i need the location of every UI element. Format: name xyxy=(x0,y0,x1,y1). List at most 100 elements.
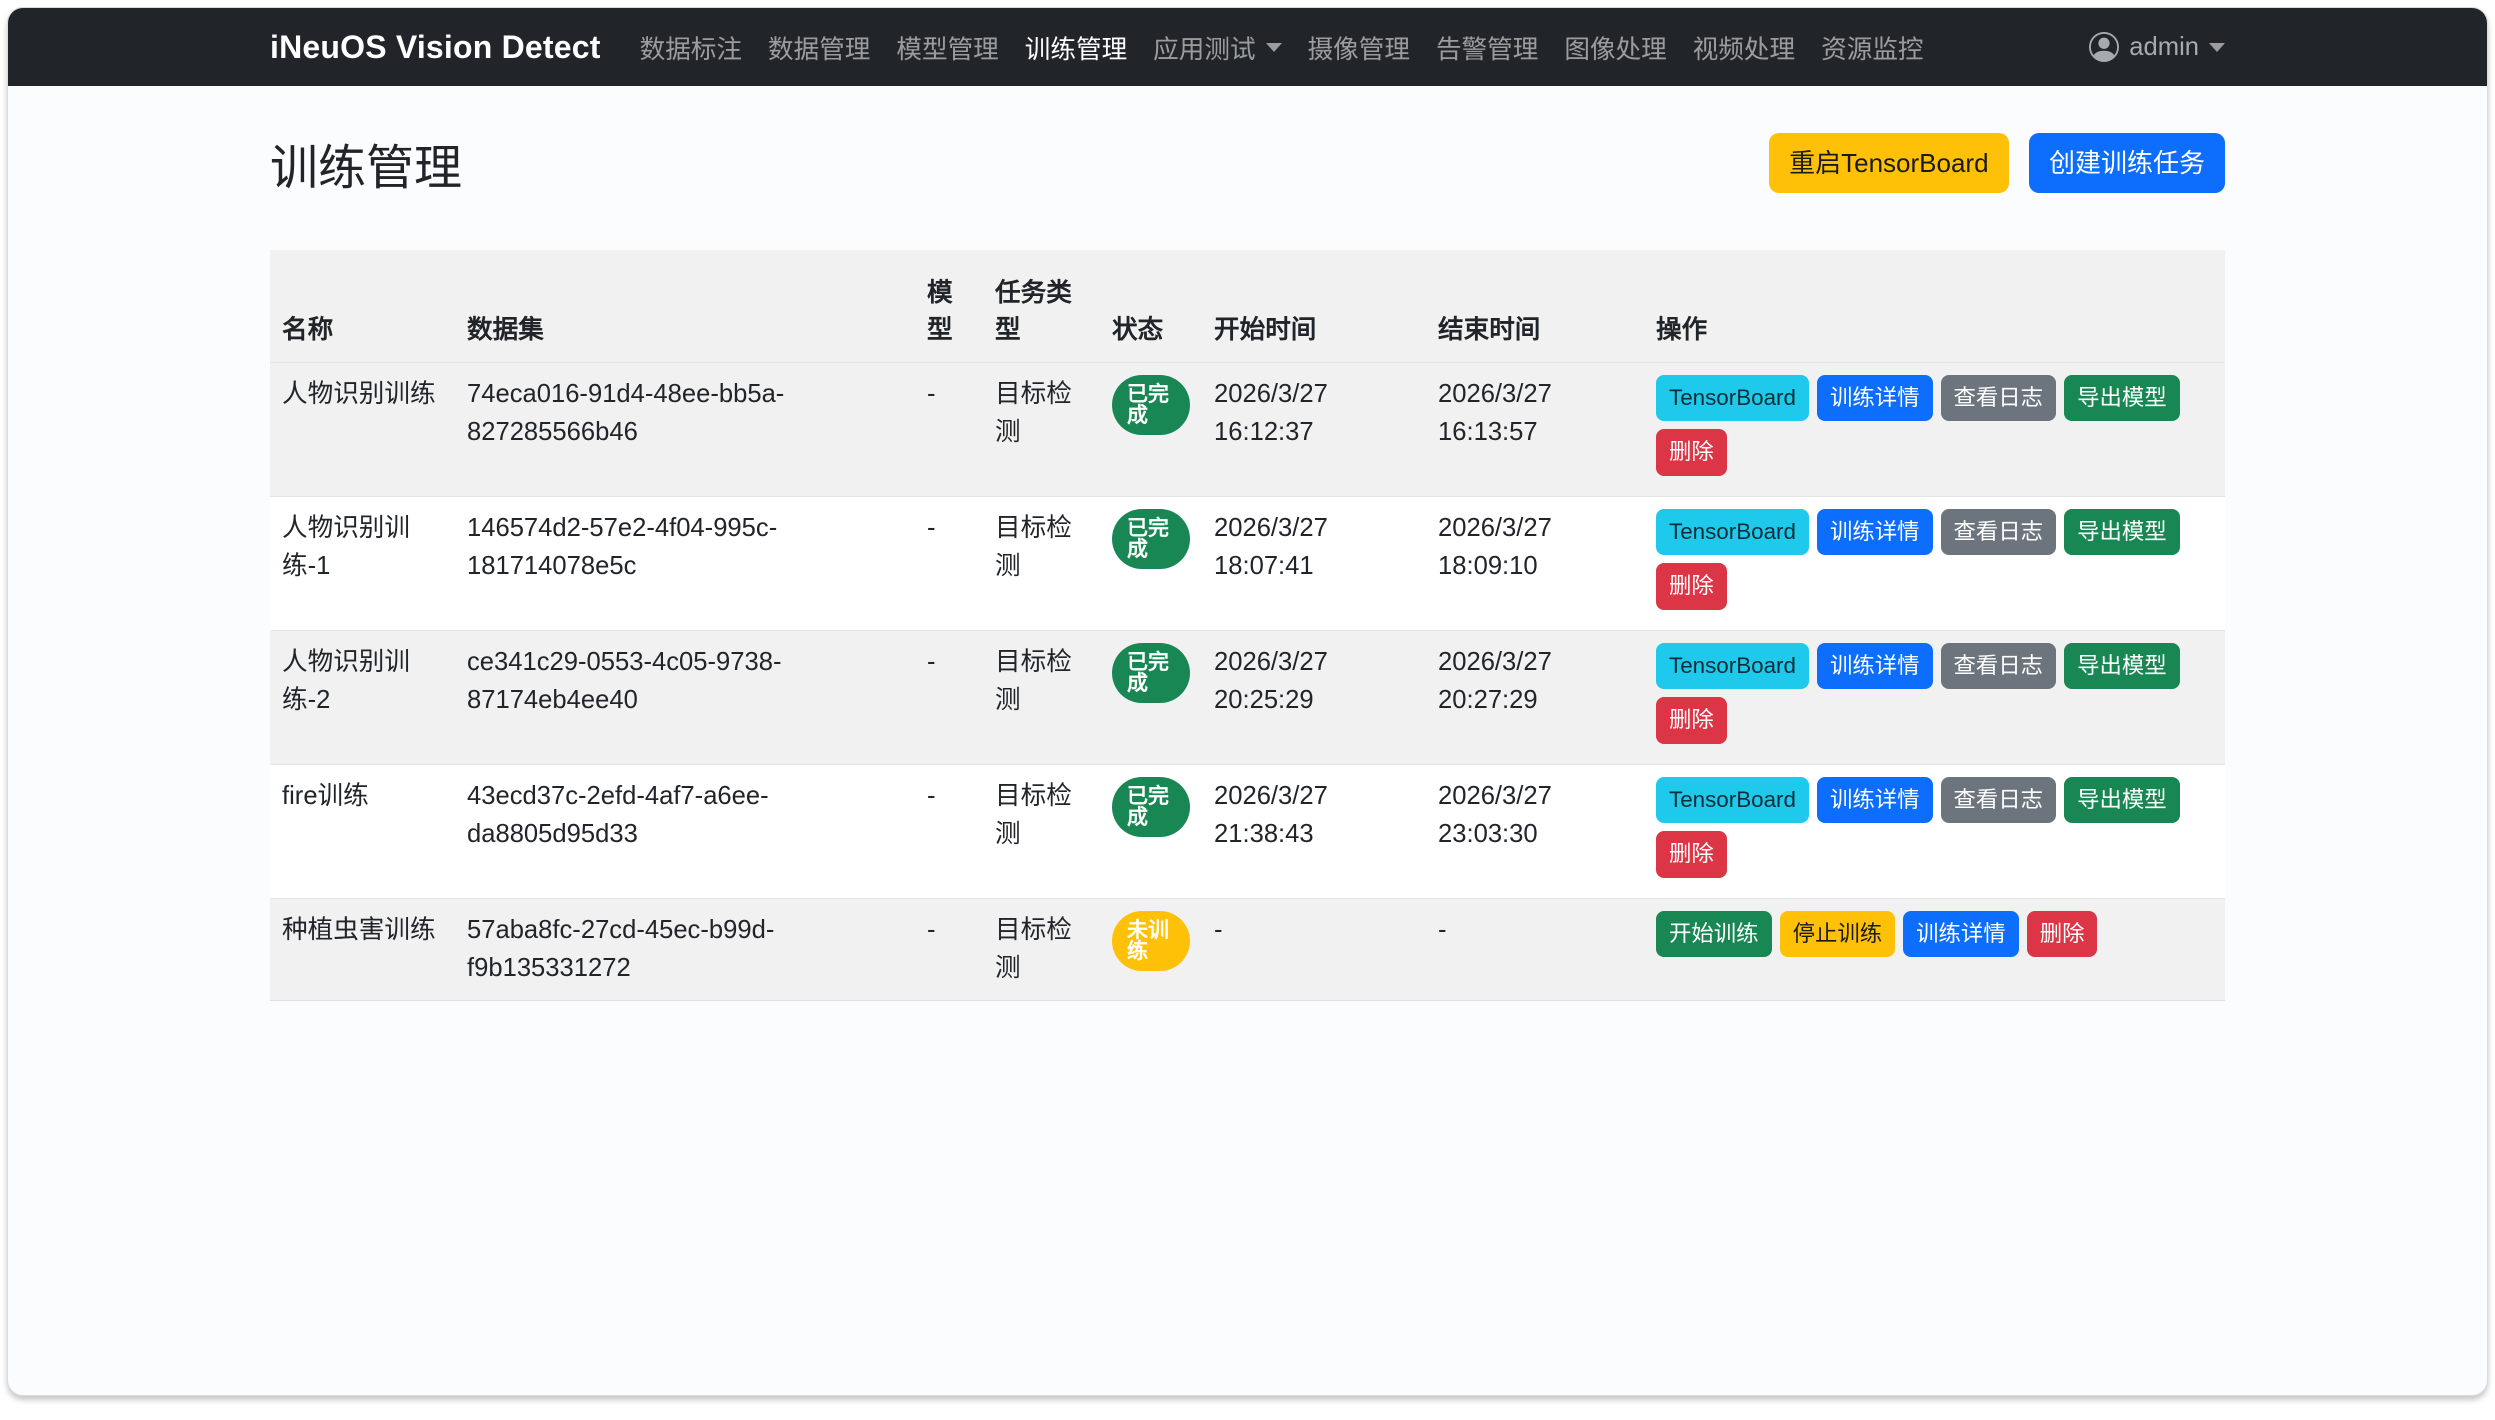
actions-cell: 开始训练 停止训练 训练详情 删除 xyxy=(1644,897,2225,1001)
status-badge: 已完成 xyxy=(1112,375,1190,435)
actions-cell: TensorBoard 训练详情 查看日志 导出模型删除 xyxy=(1644,495,2225,631)
nav-item-image-processing[interactable]: 图像处理 xyxy=(1564,35,1667,64)
start-time-value: 2026/3/27 16:12:37 xyxy=(1202,362,1426,497)
user-dropdown[interactable]: admin xyxy=(2089,32,2225,62)
status-badge: 未训练 xyxy=(1112,910,1190,971)
nav-item-camera-management[interactable]: 摄像管理 xyxy=(1307,35,1410,64)
nav-item-app-test-label: 应用测试 xyxy=(1153,35,1256,64)
export-model-button[interactable]: 导出模型 xyxy=(2064,776,2180,824)
nav-item-training-management[interactable]: 训练管理 xyxy=(1024,35,1128,64)
task-name: 人物识别训练 xyxy=(270,362,455,497)
export-model-button[interactable]: 导出模型 xyxy=(2064,508,2180,556)
delete-button[interactable]: 删除 xyxy=(1656,697,1727,744)
end-time-value: 2026/3/27 16:13:57 xyxy=(1426,362,1644,497)
table-row: fire训练 43ecd37c-2efd-4af7-a6ee-da8805d95… xyxy=(270,763,2225,899)
restart-tensorboard-button[interactable]: 重启TensorBoard xyxy=(1769,132,2009,194)
status-cell: 已完成 xyxy=(1100,362,1202,497)
training-detail-button[interactable]: 训练详情 xyxy=(1816,508,1933,556)
actions-cell: TensorBoard 训练详情 查看日志 导出模型删除 xyxy=(1644,362,2225,497)
model-value: - xyxy=(915,629,983,765)
delete-button[interactable]: 删除 xyxy=(1656,563,1727,610)
task-type-value: 目标检测 xyxy=(983,629,1100,765)
page-title: 训练管理 xyxy=(270,142,463,195)
nav-item-data-management[interactable]: 数据管理 xyxy=(768,35,871,64)
table-row: 人物识别训练-1 146574d2-57e2-4f04-995c-1817140… xyxy=(270,495,2225,631)
task-name: 种植虫害训练 xyxy=(270,897,455,1001)
nav-menu: 数据标注 数据管理 模型管理 训练管理 应用测试 摄像管理 告警管理 图像处理 … xyxy=(627,29,1937,66)
view-logs-button[interactable]: 查看日志 xyxy=(1940,375,2057,422)
header-dataset: 数据集 xyxy=(455,250,915,363)
header-start-time: 开始时间 xyxy=(1202,250,1426,363)
status-badge: 已完成 xyxy=(1112,776,1190,837)
nav-item-resource-monitoring[interactable]: 资源监控 xyxy=(1821,35,1924,64)
training-detail-button[interactable]: 训练详情 xyxy=(1816,642,1933,690)
tensorboard-button[interactable]: TensorBoard xyxy=(1656,508,1809,556)
export-model-button[interactable]: 导出模型 xyxy=(2064,375,2180,422)
header-end-time: 结束时间 xyxy=(1426,250,1644,363)
nav-item-video-processing[interactable]: 视频处理 xyxy=(1692,35,1796,64)
table-row: 人物识别训练-2 ce341c29-0553-4c05-9738-87174eb… xyxy=(270,629,2225,765)
end-time-value: - xyxy=(1426,897,1644,1001)
status-cell: 已完成 xyxy=(1100,763,1202,899)
training-detail-button[interactable]: 训练详情 xyxy=(1816,375,1933,422)
start-time-value: - xyxy=(1202,897,1426,1001)
username-label: admin xyxy=(2129,32,2199,61)
start-training-button[interactable]: 开始训练 xyxy=(1656,910,1772,958)
status-badge: 已完成 xyxy=(1112,642,1190,703)
task-name: 人物识别训练-2 xyxy=(270,629,455,765)
model-value: - xyxy=(915,763,983,899)
create-training-task-button[interactable]: 创建训练任务 xyxy=(2028,132,2225,194)
actions-cell: TensorBoard 训练详情 查看日志 导出模型删除 xyxy=(1644,763,2225,899)
delete-button[interactable]: 删除 xyxy=(1656,831,1727,878)
table-row: 人物识别训练 74eca016-91d4-48ee-bb5a-827285566… xyxy=(270,362,2225,497)
nav-item-model-management[interactable]: 模型管理 xyxy=(896,35,999,64)
tensorboard-button[interactable]: TensorBoard xyxy=(1656,375,1809,422)
app-window: iNeuOS Vision Detect 数据标注 数据管理 模型管理 训练管理… xyxy=(7,7,2488,1396)
person-circle-icon xyxy=(2089,32,2120,62)
end-time-value: 2026/3/27 20:27:29 xyxy=(1426,629,1644,765)
nav-item-alarm-management[interactable]: 告警管理 xyxy=(1435,35,1539,64)
dataset-id: 57aba8fc-27cd-45ec-b99d-f9b135331272 xyxy=(455,897,915,1001)
header-task-type: 任务类型 xyxy=(983,250,1100,363)
nav-item-data-annotation[interactable]: 数据标注 xyxy=(639,35,742,64)
dataset-id: 146574d2-57e2-4f04-995c-181714078e5c xyxy=(455,495,915,631)
header-model: 模型 xyxy=(915,250,983,363)
dataset-id: ce341c29-0553-4c05-9738-87174eb4ee40 xyxy=(455,629,915,765)
task-type-value: 目标检测 xyxy=(983,362,1100,497)
tensorboard-button[interactable]: TensorBoard xyxy=(1656,642,1809,690)
end-time-value: 2026/3/27 23:03:30 xyxy=(1426,763,1644,899)
delete-button[interactable]: 删除 xyxy=(1656,429,1727,476)
header-status: 状态 xyxy=(1100,250,1202,363)
nav-item-app-test-dropdown[interactable]: 应用测试 xyxy=(1140,29,1294,66)
chevron-down-icon xyxy=(1265,42,1282,52)
delete-button[interactable]: 删除 xyxy=(2026,910,2098,958)
chevron-down-icon xyxy=(2209,42,2225,52)
training-detail-button[interactable]: 训练详情 xyxy=(1816,776,1933,824)
model-value: - xyxy=(915,495,983,631)
dataset-id: 43ecd37c-2efd-4af7-a6ee-da8805d95d33 xyxy=(455,763,915,899)
status-cell: 已完成 xyxy=(1100,495,1202,631)
table-header-row: 名称 数据集 模型 任务类型 状态 开始时间 结束时间 操作 xyxy=(270,250,2225,363)
view-logs-button[interactable]: 查看日志 xyxy=(1940,508,2057,556)
status-badge: 已完成 xyxy=(1112,508,1190,569)
task-type-value: 目标检测 xyxy=(983,495,1100,631)
dataset-id: 74eca016-91d4-48ee-bb5a-827285566b46 xyxy=(455,362,915,497)
task-type-value: 目标检测 xyxy=(983,897,1100,1001)
brand-logo[interactable]: iNeuOS Vision Detect xyxy=(270,28,601,65)
export-model-button[interactable]: 导出模型 xyxy=(2064,642,2180,690)
training-task-table: 名称 数据集 模型 任务类型 状态 开始时间 结束时间 操作 人物识别训练 74… xyxy=(270,250,2225,1001)
training-detail-button[interactable]: 训练详情 xyxy=(1903,910,2019,958)
tensorboard-button[interactable]: TensorBoard xyxy=(1656,776,1809,824)
stop-training-button[interactable]: 停止训练 xyxy=(1779,910,1896,958)
view-logs-button[interactable]: 查看日志 xyxy=(1940,642,2057,690)
task-type-value: 目标检测 xyxy=(983,763,1100,899)
header-name: 名称 xyxy=(270,250,455,363)
status-cell: 已完成 xyxy=(1100,629,1202,765)
status-cell: 未训练 xyxy=(1100,897,1202,1001)
task-name: fire训练 xyxy=(270,763,455,899)
actions-cell: TensorBoard 训练详情 查看日志 导出模型删除 xyxy=(1644,629,2225,765)
view-logs-button[interactable]: 查看日志 xyxy=(1940,776,2057,824)
start-time-value: 2026/3/27 18:07:41 xyxy=(1202,495,1426,631)
top-navbar: iNeuOS Vision Detect 数据标注 数据管理 模型管理 训练管理… xyxy=(8,8,2487,86)
end-time-value: 2026/3/27 18:09:10 xyxy=(1426,495,1644,631)
